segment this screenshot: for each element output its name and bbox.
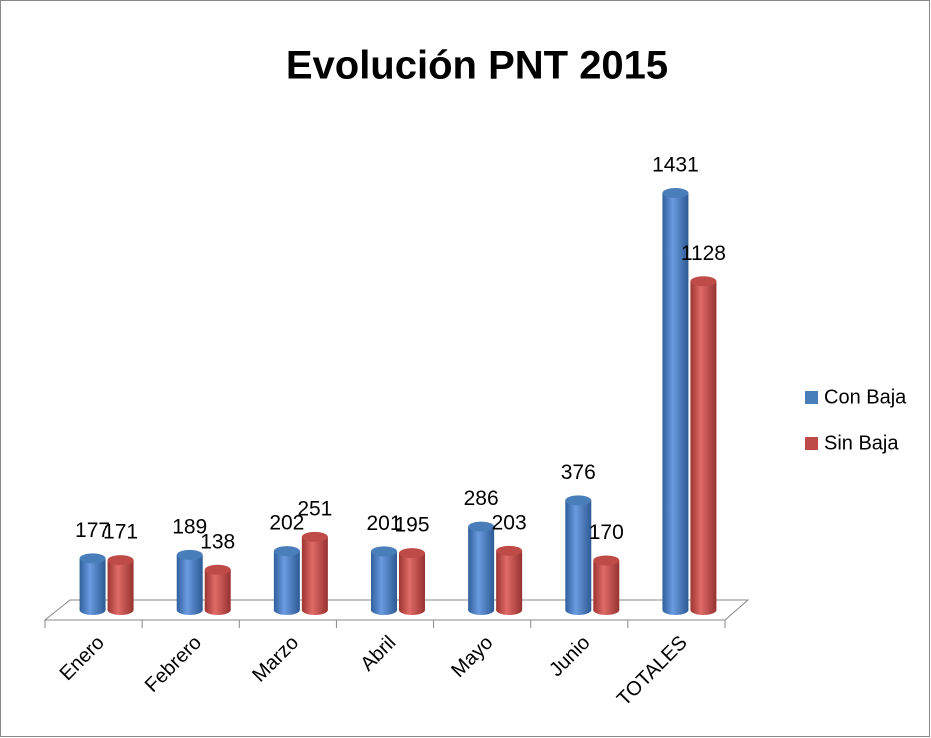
bar-top: [565, 495, 592, 506]
data-label: 138: [200, 530, 235, 553]
bar-top: [273, 546, 300, 557]
data-label: 376: [561, 461, 596, 484]
data-label: 251: [297, 497, 332, 520]
bar: [176, 554, 203, 610]
bar: [79, 558, 106, 610]
floor: [43, 599, 750, 621]
data-label: 170: [589, 521, 624, 544]
data-label: 177: [75, 519, 110, 542]
data-label: 195: [394, 514, 429, 537]
bar-top: [399, 548, 425, 559]
bar-top: [662, 188, 689, 198]
legend-swatch: [805, 391, 818, 404]
data-label: 203: [492, 511, 527, 534]
bar-top: [468, 521, 495, 532]
bar: [690, 281, 717, 610]
legend-label: Sin Baja: [824, 432, 899, 454]
data-label: 202: [269, 512, 304, 535]
bar: [371, 551, 397, 610]
bar: [107, 560, 134, 610]
data-label: 171: [103, 521, 138, 544]
bar: [496, 550, 523, 610]
bar-top: [301, 531, 328, 542]
chart-title: Evolución PNT 2015: [286, 44, 668, 88]
bar-top: [371, 546, 397, 557]
bar-top: [176, 549, 203, 560]
data-label: 286: [464, 487, 499, 510]
bar: [399, 553, 425, 610]
legend-label: Con Baja: [824, 386, 907, 408]
bar-top: [107, 555, 134, 566]
bar-top: [496, 545, 523, 556]
bar: [565, 500, 592, 610]
bar: [301, 536, 328, 610]
bar: [273, 551, 300, 610]
bar-top: [204, 564, 231, 575]
legend-swatch: [805, 437, 818, 450]
data-label: 201: [366, 512, 401, 535]
bar-top: [79, 553, 106, 564]
data-label: 1128: [681, 242, 726, 265]
bar-top: [593, 555, 620, 566]
bar: [593, 560, 620, 610]
bar: [662, 193, 689, 610]
data-label: 189: [172, 515, 207, 538]
bar: [204, 569, 231, 610]
data-label: 1431: [652, 154, 699, 177]
bar: [468, 526, 495, 610]
bar-top: [690, 276, 717, 287]
